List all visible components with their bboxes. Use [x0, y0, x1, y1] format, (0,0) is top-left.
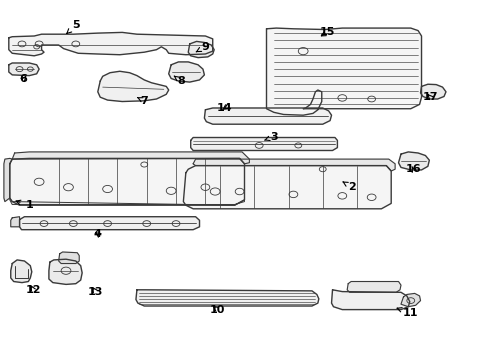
Polygon shape: [9, 63, 39, 76]
Polygon shape: [188, 41, 214, 58]
Polygon shape: [193, 159, 394, 171]
Text: 2: 2: [342, 182, 355, 192]
Polygon shape: [9, 32, 212, 56]
Polygon shape: [11, 217, 20, 227]
Polygon shape: [10, 158, 244, 205]
Text: 6: 6: [20, 74, 27, 84]
Text: 17: 17: [422, 92, 437, 102]
Text: 16: 16: [405, 164, 420, 174]
Text: 10: 10: [209, 305, 225, 315]
Text: 11: 11: [396, 308, 418, 318]
Text: 15: 15: [319, 27, 335, 37]
Polygon shape: [49, 259, 82, 284]
Text: 14: 14: [217, 103, 232, 113]
Polygon shape: [10, 198, 244, 205]
Polygon shape: [183, 166, 390, 209]
Text: 9: 9: [196, 42, 209, 52]
Text: 8: 8: [174, 76, 184, 86]
Polygon shape: [420, 84, 445, 99]
Polygon shape: [400, 293, 420, 307]
Polygon shape: [11, 260, 32, 283]
Polygon shape: [190, 138, 337, 150]
Text: 1: 1: [16, 200, 33, 210]
Polygon shape: [4, 158, 12, 202]
Text: 7: 7: [137, 96, 148, 106]
Polygon shape: [12, 152, 249, 164]
Text: 5: 5: [67, 20, 80, 33]
Polygon shape: [168, 62, 204, 82]
Text: 13: 13: [87, 287, 103, 297]
Polygon shape: [204, 108, 331, 124]
Polygon shape: [98, 71, 168, 102]
Polygon shape: [59, 252, 79, 264]
Text: 3: 3: [264, 132, 277, 142]
Text: 4: 4: [94, 229, 102, 239]
Text: 12: 12: [25, 285, 41, 295]
Polygon shape: [331, 290, 409, 310]
Polygon shape: [136, 290, 318, 306]
Polygon shape: [346, 282, 400, 292]
Polygon shape: [20, 217, 199, 230]
Polygon shape: [398, 152, 428, 170]
Polygon shape: [266, 28, 421, 115]
